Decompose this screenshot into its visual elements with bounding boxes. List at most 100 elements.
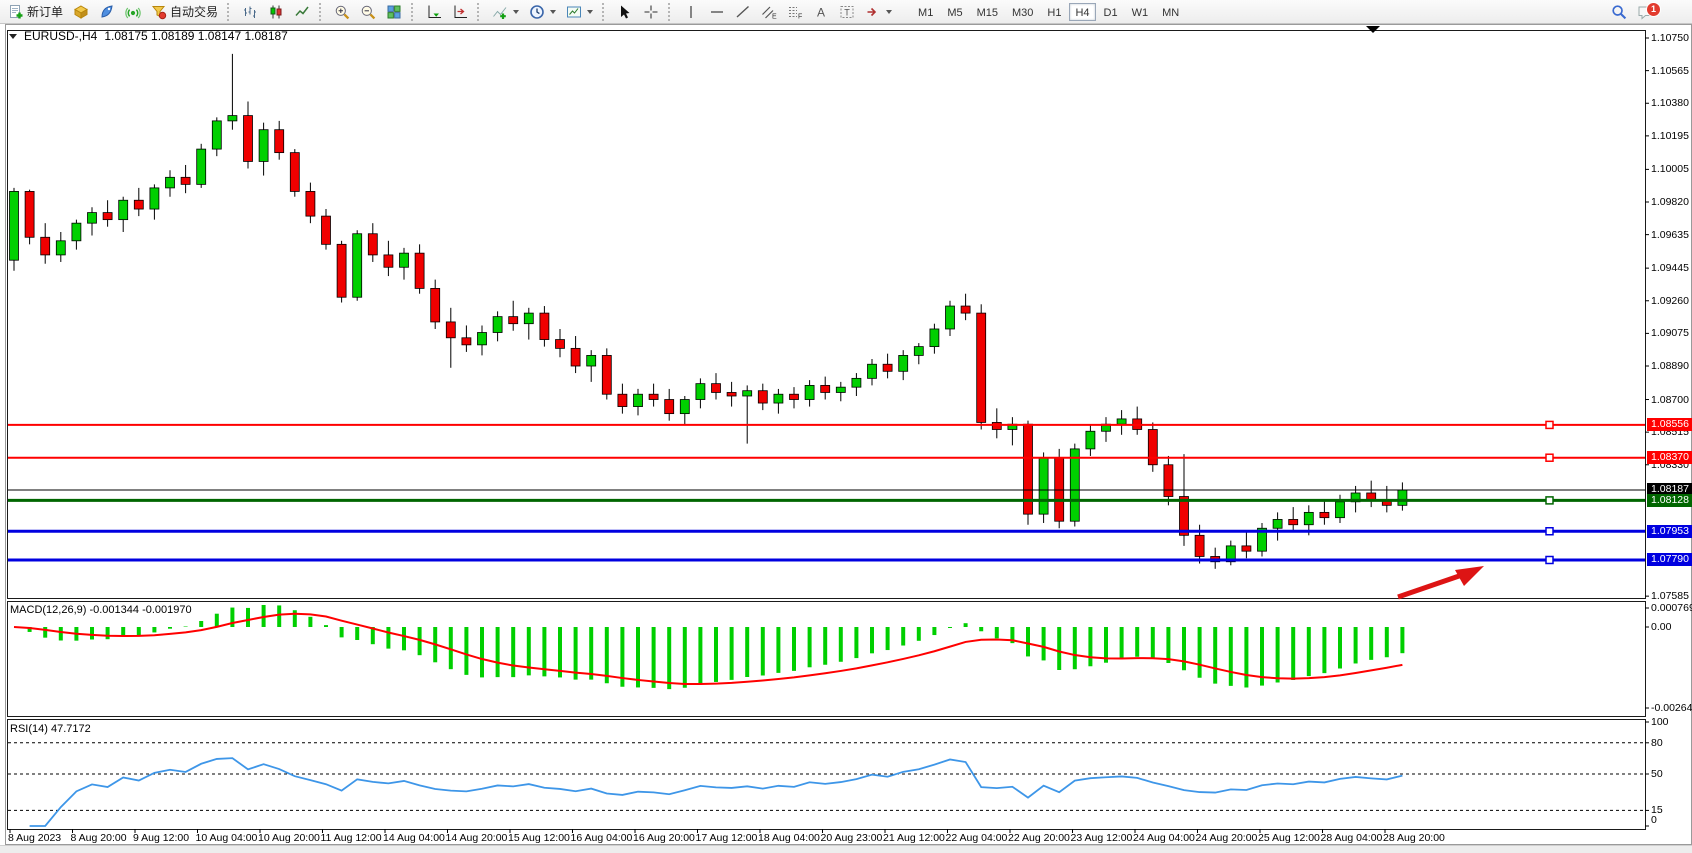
cursor-button[interactable] (613, 2, 637, 22)
price-axis-tick: 1.08700 (1651, 393, 1689, 406)
timeframe-toolbar: M1 M5 M15 M30 H1 H4 D1 W1 MN (911, 2, 1186, 21)
timeframe-tab-d1[interactable]: D1 (1098, 3, 1124, 21)
chart-canvas[interactable] (0, 24, 1692, 846)
dropdown-caret (550, 9, 557, 14)
time-axis-label: 22 Aug 20:00 (1008, 832, 1070, 844)
bar-chart-button[interactable] (238, 2, 262, 22)
autotrading-icon (151, 5, 167, 19)
rsi-axis-tick: 80 (1651, 736, 1663, 749)
periods-button[interactable] (525, 2, 560, 22)
time-axis-label: 16 Aug 04:00 (570, 832, 633, 844)
timeframe-tab-h4[interactable]: H4 (1069, 2, 1096, 21)
horizontal-line-button[interactable] (705, 2, 729, 22)
price-axis-tick: 1.09445 (1651, 262, 1689, 275)
toolbar-separator (477, 2, 483, 21)
svg-text:E: E (772, 13, 777, 20)
new-order-icon (10, 4, 23, 18)
svg-text:A: A (817, 5, 825, 19)
time-axis-label: 10 Aug 04:00 (195, 832, 258, 844)
time-axis-label: 28 Aug 20:00 (1383, 832, 1445, 844)
time-axis-label: 28 Aug 04:00 (1320, 832, 1383, 844)
arrows-icon (867, 7, 877, 16)
templates-button[interactable] (562, 2, 597, 22)
autotrading-button[interactable]: 自动交易 (147, 2, 222, 22)
price-level-badge: 1.08370 (1647, 451, 1692, 465)
price-level-badge: 1.08187 (1647, 483, 1692, 497)
svg-text:T: T (844, 7, 850, 17)
price-axis-tick: 1.07585 (1651, 590, 1689, 603)
candlestick-chart-icon (270, 5, 282, 18)
navigator-icon (101, 4, 113, 18)
time-axis-label: 14 Aug 20:00 (445, 832, 508, 844)
time-axis-label: 14 Aug 04:00 (383, 832, 445, 844)
navigator-button[interactable] (95, 2, 119, 22)
main-toolbar: 新订单 自动交易 (0, 0, 1692, 24)
fibonacci-button[interactable]: F (783, 2, 807, 22)
timeframe-tab-h1[interactable]: H1 (1041, 3, 1067, 21)
chart-symbol-label: EURUSD-,H4 (24, 29, 98, 43)
trendline-button[interactable] (731, 2, 755, 22)
time-axis-label: 16 Aug 20:00 (633, 832, 695, 844)
chart-shift-button[interactable] (448, 2, 472, 22)
toolbar-separator (227, 2, 233, 21)
autotrading-label: 自动交易 (170, 5, 219, 19)
time-axis-label: 17 Aug 12:00 (695, 832, 758, 844)
dropdown-caret (513, 9, 520, 14)
timeframe-tab-m30[interactable]: M30 (1006, 3, 1039, 21)
chart-window: EURUSD-,H4 1.08175 1.08189 1.08147 1.081… (0, 24, 1692, 846)
time-axis-label: 15 Aug 12:00 (508, 832, 570, 844)
status-bar (0, 845, 1692, 853)
new-order-button[interactable]: 新订单 (4, 2, 67, 22)
auto-scroll-button[interactable] (422, 2, 446, 22)
price-axis-tick: 1.10195 (1651, 129, 1689, 142)
rsi-indicator-label: RSI(14) 47.7172 (10, 723, 91, 735)
toolbar-separator (411, 2, 417, 21)
market-watch-button[interactable] (69, 2, 93, 22)
price-level-badge: 1.08128 (1647, 493, 1692, 507)
indicators-icon (493, 6, 507, 19)
candlestick-chart-button[interactable] (264, 2, 288, 22)
price-axis-tick: 1.09635 (1651, 228, 1689, 241)
tile-windows-icon (387, 5, 401, 19)
price-axis-tick: 1.10750 (1651, 32, 1689, 44)
vertical-line-button[interactable] (679, 2, 703, 22)
price-axis-tick: 1.09260 (1651, 294, 1689, 307)
timeframe-tab-w1[interactable]: W1 (1126, 3, 1155, 21)
zoom-in-button[interactable] (330, 2, 354, 22)
tile-windows-button[interactable] (382, 2, 406, 22)
toolbar-separator (319, 2, 325, 21)
time-axis-label: 11 Aug 12:00 (320, 832, 382, 844)
label-icon: T (840, 5, 854, 18)
timeframe-tab-m15[interactable]: M15 (971, 3, 1004, 21)
label-button[interactable]: T (835, 2, 859, 22)
dropdown-caret (886, 9, 893, 14)
line-chart-button[interactable] (290, 2, 314, 22)
crosshair-button[interactable] (639, 2, 663, 22)
template-icon (567, 6, 582, 17)
timeframe-tab-mn[interactable]: MN (1156, 3, 1185, 21)
timeframe-tab-m5[interactable]: M5 (941, 3, 968, 21)
indicators-button[interactable] (488, 2, 523, 22)
signals-button[interactable] (121, 2, 145, 22)
toolbar-separator (668, 2, 674, 21)
time-axis-label: 20 Aug 23:00 (820, 832, 883, 844)
price-axis-tick: 1.10005 (1651, 163, 1689, 176)
channel-button[interactable]: E (757, 2, 781, 22)
time-axis-label: 22 Aug 04:00 (945, 832, 1008, 844)
zoom-out-icon (361, 5, 376, 19)
symbol-dropdown-icon[interactable] (9, 33, 17, 39)
search-button[interactable] (1607, 2, 1631, 22)
price-axis-tick: 1.08890 (1651, 360, 1689, 372)
channel-icon: E (762, 6, 777, 20)
crosshair-icon (644, 5, 658, 18)
timeframe-tab-m1[interactable]: M1 (912, 3, 939, 21)
notification-badge: 1 (1646, 1, 1661, 17)
notifications-button[interactable]: 1 (1633, 1, 1661, 22)
time-axis-label: 8 Aug 20:00 (70, 832, 127, 844)
signal-icon (125, 7, 141, 18)
text-button[interactable]: A (809, 2, 833, 22)
search-icon (1612, 4, 1627, 19)
arrows-button[interactable] (861, 2, 896, 22)
chart-title: EURUSD-,H4 1.08175 1.08189 1.08147 1.081… (9, 29, 288, 43)
zoom-out-button[interactable] (356, 2, 380, 22)
